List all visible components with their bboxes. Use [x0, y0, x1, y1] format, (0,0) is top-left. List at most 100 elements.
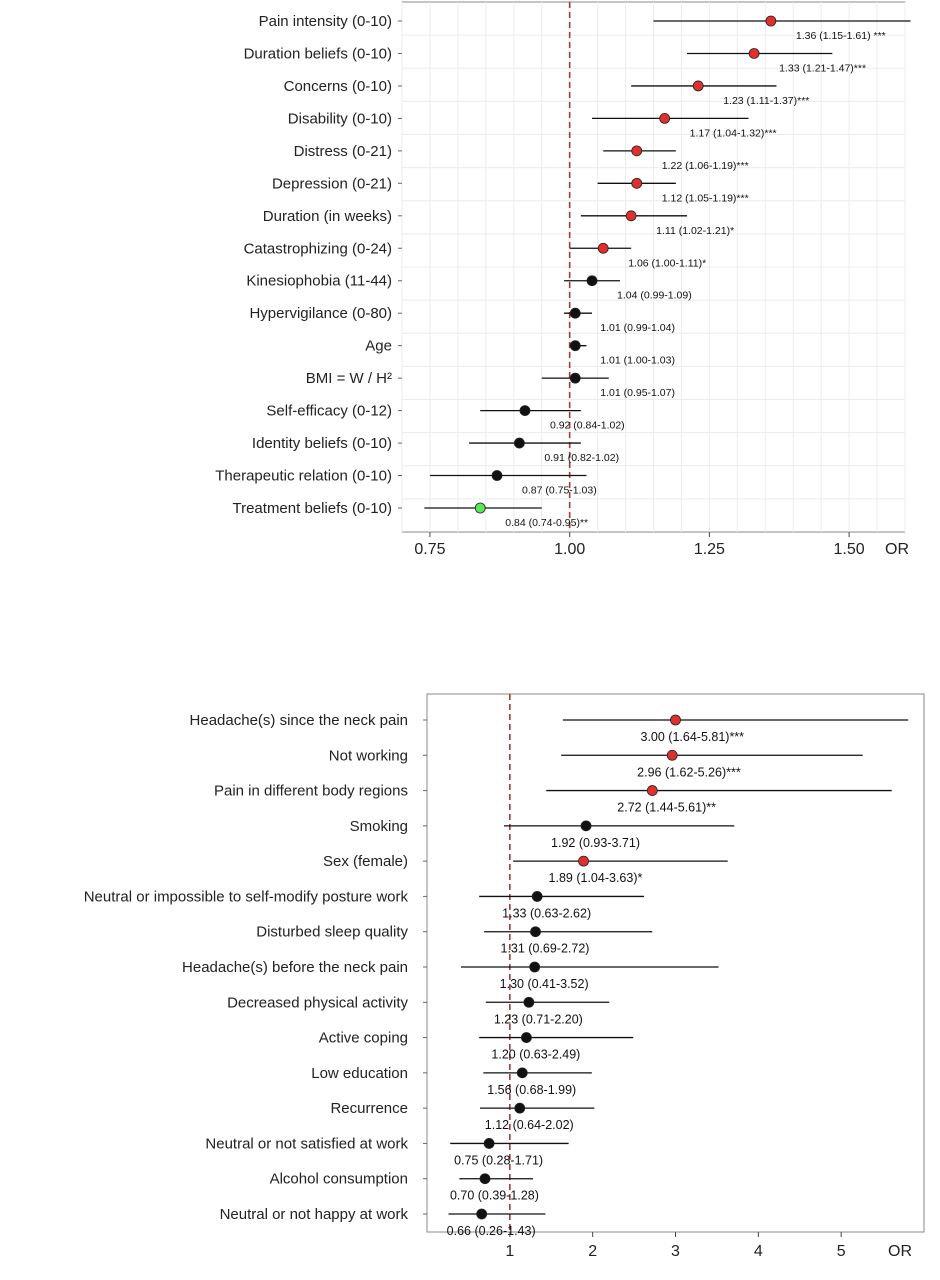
estimate-point: [631, 177, 643, 189]
x-axis-label: OR: [888, 1243, 912, 1260]
row-label: Alcohol consumption: [270, 1171, 408, 1188]
estimate-label: 0.87 (0.75-1.03): [522, 485, 597, 497]
row-label: Distress (0-21): [294, 143, 392, 160]
estimate-label: 1.30 (0.41-3.52): [500, 977, 589, 991]
estimate-label: 1.20 (0.63-2.49): [491, 1048, 580, 1062]
estimate-label: 1.01 (1.00-1.03): [600, 355, 675, 367]
row-label: Age: [365, 338, 392, 355]
estimate-point: [491, 470, 503, 481]
estimate-label: 1.12 (1.05-1.19)***: [662, 192, 749, 204]
row-label: Sex (female): [323, 853, 408, 870]
estimate-point: [625, 210, 637, 222]
estimate-point: [580, 820, 592, 832]
x-tick-label: 1.50: [834, 541, 865, 558]
row-label: Duration beliefs (0-10): [244, 45, 392, 62]
estimate-label: 2.72 (1.44-5.61)**: [617, 801, 716, 815]
row-label: Pain intensity (0-10): [259, 13, 392, 30]
x-tick-label: 1.25: [694, 541, 725, 558]
estimate-point: [516, 1067, 528, 1079]
estimate-label: 1.92 (0.93-3.71): [551, 836, 640, 850]
row-label: Headache(s) before the neck pain: [182, 959, 408, 976]
estimate-point: [765, 15, 777, 27]
row-label: Kinesiophobia (11-44): [246, 273, 392, 290]
row-label: Neutral or not happy at work: [220, 1206, 409, 1223]
row-label: Disturbed sleep quality: [256, 924, 408, 941]
x-tick-label: 1: [505, 1243, 514, 1260]
row-label: Decreased physical activity: [227, 994, 408, 1011]
estimate-label: 1.23 (0.71-2.20): [494, 1012, 583, 1026]
estimate-point: [578, 855, 589, 867]
row-label: Disability (0-10): [288, 110, 392, 127]
estimate-label: 1.33 (0.63-2.62): [502, 906, 591, 920]
row-label: Hypervigilance (0-80): [249, 305, 392, 322]
row-label: Active coping: [319, 1030, 408, 1047]
estimate-point: [519, 405, 531, 417]
estimate-label: 0.66 (0.26-1.43): [447, 1224, 536, 1238]
estimate-point: [513, 437, 525, 449]
estimate-point: [631, 145, 643, 157]
row-label: Therapeutic relation (0-10): [215, 468, 392, 485]
estimate-point: [597, 242, 609, 254]
estimate-label: 1.23 (1.11-1.37)***: [723, 95, 809, 107]
estimate-label: 1.01 (0.95-1.07): [600, 387, 675, 399]
estimate-label: 1.31 (0.69-2.72): [501, 942, 590, 956]
row-label: Pain in different body regions: [214, 783, 408, 800]
estimate-point: [523, 996, 535, 1008]
row-label: Neutral or not satisfied at work: [205, 1135, 408, 1152]
row-label: Catastrophizing (0-24): [244, 240, 392, 257]
row-label: Identity beliefs (0-10): [252, 435, 392, 452]
row-label: Low education: [311, 1065, 408, 1082]
x-tick-label: 2: [588, 1243, 597, 1260]
estimate-point: [659, 113, 671, 124]
estimate-label: 1.06 (1.00-1.11)*: [628, 257, 706, 269]
estimate-point: [670, 714, 681, 726]
estimate-label: 0.70 (0.39-1.28): [450, 1189, 539, 1203]
estimate-label: 1.12 (0.64-2.02): [485, 1118, 574, 1132]
estimate-label: 3.00 (1.64-5.81)***: [641, 730, 745, 744]
estimate-point: [479, 1173, 491, 1185]
estimate-point: [529, 961, 541, 973]
estimate-point: [476, 1208, 488, 1220]
x-tick-label: 0.75: [414, 541, 445, 558]
estimate-label: 1.01 (0.99-1.04): [600, 322, 675, 334]
estimate-point: [483, 1138, 495, 1149]
row-label: Concerns (0-10): [284, 78, 392, 95]
estimate-label: 0.92 (0.84-1.02): [550, 420, 625, 432]
x-tick-label: 1.00: [554, 541, 585, 558]
row-label: Treatment beliefs (0-10): [232, 500, 392, 517]
row-label: Smoking: [350, 818, 408, 835]
estimate-label: 1.17 (1.04-1.32)***: [690, 127, 777, 139]
estimate-point: [474, 502, 486, 514]
estimate-label: 1.22 (1.06-1.19)***: [662, 160, 749, 172]
row-label: Recurrence: [330, 1100, 408, 1117]
row-label: BMI = W / H²: [306, 370, 392, 387]
estimate-label: 0.91 (0.82-1.02): [544, 452, 619, 464]
estimate-label: 1.56 (0.68-1.99): [487, 1083, 576, 1097]
x-tick-label: 5: [837, 1243, 846, 1260]
estimate-label: 1.11 (1.02-1.21)*: [656, 225, 734, 237]
estimate-point: [692, 80, 704, 92]
row-label: Not working: [329, 747, 408, 764]
estimate-point: [569, 307, 581, 319]
estimate-label: 1.04 (0.99-1.09): [617, 290, 692, 302]
estimate-point: [748, 48, 760, 59]
row-label: Headache(s) since the neck pain: [190, 712, 408, 729]
estimate-point: [646, 785, 658, 796]
estimate-label: 1.89 (1.04-3.63)*: [549, 871, 643, 885]
estimate-label: 2.96 (1.62-5.26)***: [637, 765, 741, 779]
estimate-point: [586, 275, 598, 287]
x-tick-label: 4: [754, 1243, 763, 1260]
estimate-label: 1.36 (1.15-1.61) ***: [796, 30, 886, 42]
row-label: Self-efficacy (0-12): [266, 403, 392, 420]
row-label: Neutral or impossible to self-modify pos…: [84, 888, 409, 905]
x-tick-label: 3: [671, 1243, 680, 1260]
row-label: Duration (in weeks): [263, 208, 392, 225]
estimate-point: [514, 1102, 526, 1114]
estimate-point: [569, 340, 581, 352]
row-label: Depression (0-21): [272, 175, 392, 192]
estimate-point: [666, 749, 678, 761]
plot-panel: [426, 693, 925, 1233]
estimate-point: [521, 1032, 532, 1043]
estimate-label: 1.33 (1.21-1.47)***: [779, 62, 866, 74]
forest-plot-psychosocial: Pain intensity (0-10) 1.36 (1.15-1.61) **…: [215, 1, 911, 558]
